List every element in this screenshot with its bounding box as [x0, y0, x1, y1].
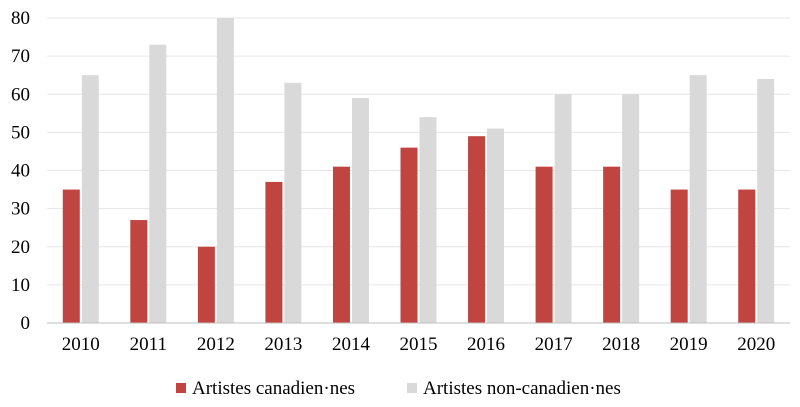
x-tick-label: 2010	[62, 334, 100, 355]
bar-non-canadian	[419, 117, 437, 323]
bar-non-canadian	[149, 44, 167, 323]
y-tick-label: 50	[11, 122, 30, 143]
bars	[62, 18, 775, 323]
x-tick-label: 2013	[264, 334, 302, 355]
bar-non-canadian	[622, 94, 640, 323]
bar-non-canadian	[487, 128, 505, 323]
x-tick-label: 2017	[535, 334, 573, 355]
x-tick-label: 2011	[130, 334, 167, 355]
x-axis-ticks: 2010 2011 2012 2013 2014 2015 2016 2017 2018 2019…	[62, 334, 775, 355]
bar-canadian	[265, 181, 283, 323]
gridlines	[47, 17, 790, 286]
bar-canadian	[738, 189, 756, 323]
bar-non-canadian	[689, 75, 707, 323]
bar-canadian	[130, 220, 148, 323]
x-tick-label: 2014	[332, 334, 371, 355]
y-tick-label: 60	[11, 84, 30, 105]
y-tick-label: 70	[11, 46, 30, 67]
bar-non-canadian	[757, 79, 775, 323]
y-tick-label: 30	[11, 199, 30, 220]
bar-canadian	[603, 166, 621, 323]
bar-canadian	[197, 246, 215, 323]
bar-canadian	[332, 166, 350, 323]
bar-non-canadian	[81, 75, 99, 323]
legend: Artistes canadien·nes Artistes non-canadi…	[176, 378, 621, 399]
y-tick-label: 0	[21, 313, 31, 334]
x-tick-label: 2016	[467, 334, 505, 355]
y-tick-label: 80	[11, 8, 30, 29]
bar-canadian	[535, 166, 553, 323]
legend-label: Artistes non-canadien·nes	[423, 378, 621, 399]
legend-label: Artistes canadien·nes	[192, 378, 355, 399]
y-tick-label: 40	[11, 161, 30, 182]
bar-non-canadian	[216, 18, 234, 323]
bar-canadian	[62, 189, 80, 323]
x-tick-label: 2020	[737, 334, 775, 355]
bar-non-canadian	[351, 98, 369, 323]
legend-swatch	[176, 383, 186, 393]
y-tick-label: 10	[11, 275, 30, 296]
bar-canadian	[400, 147, 418, 323]
bar-non-canadian	[554, 94, 572, 323]
x-tick-label: 2015	[400, 334, 438, 355]
x-tick-label: 2012	[197, 334, 235, 355]
x-tick-label: 2019	[670, 334, 708, 355]
x-tick-label: 2018	[602, 334, 640, 355]
y-tick-label: 20	[11, 237, 30, 258]
legend-swatch	[407, 383, 417, 393]
y-axis-ticks: 0 10 20 30 40 50 60 70 80	[11, 8, 30, 334]
bar-canadian	[670, 189, 688, 323]
bar-non-canadian	[284, 82, 302, 323]
bar-canadian	[468, 136, 486, 323]
